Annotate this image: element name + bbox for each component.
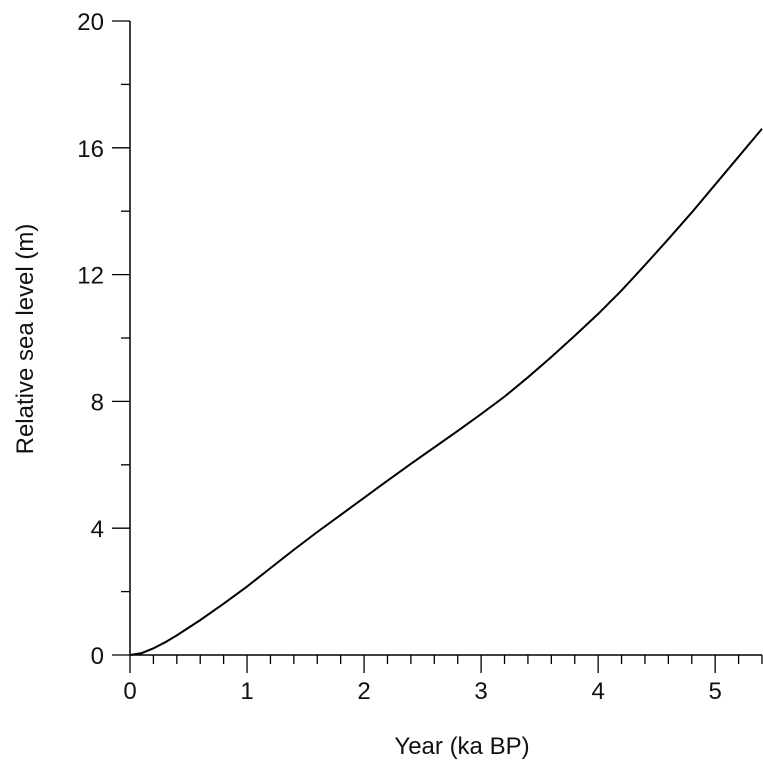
x-tick-label: 3	[474, 678, 487, 705]
y-tick-label: 4	[91, 516, 104, 543]
y-tick-label: 20	[77, 9, 104, 36]
x-axis-title: Year (ka BP)	[394, 733, 529, 760]
x-tick-label: 2	[357, 678, 370, 705]
series-line	[129, 128, 763, 656]
axes	[129, 21, 762, 656]
y-axis-title: Relative sea level (m)	[12, 224, 39, 455]
x-tick-label: 0	[123, 678, 136, 705]
x-ticks: 0 1 2 3 4 5	[123, 655, 763, 705]
y-tick-label: 12	[77, 263, 104, 290]
x-tick-label: 5	[709, 678, 722, 705]
y-tick-label: 16	[77, 136, 104, 163]
x-tick-label: 1	[240, 678, 253, 705]
y-tick-label: 0	[91, 643, 104, 670]
x-tick-label: 4	[591, 678, 604, 705]
y-ticks: 0 4 8 12 16 20	[77, 9, 130, 670]
y-tick-label: 8	[91, 389, 104, 416]
